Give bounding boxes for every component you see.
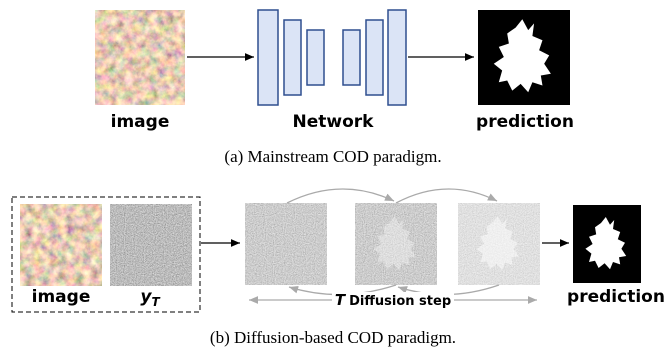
network-label: Network [293,112,375,132]
step-text: Diffusion step [349,294,451,309]
forward-arc [396,189,497,203]
input-label: image [32,287,91,307]
caption: (b) Diffusion-based COD paradigm. [210,328,456,347]
output-label: prediction [476,112,574,132]
input-label: image [111,112,170,132]
noise-image [110,204,192,286]
noise-label: yT [140,287,160,309]
caption: (a) Mainstream COD paradigm. [224,147,441,166]
network [258,10,406,105]
diagram: image Network prediction (a) Mainstream … [0,0,667,352]
input-image [95,10,185,105]
noise-label-subscript: T [151,295,160,309]
step-variable: T [335,291,347,309]
input-image [20,204,102,286]
diffusion-step-image [245,203,327,285]
output-label: prediction [567,287,665,307]
forward-arc [287,189,394,203]
